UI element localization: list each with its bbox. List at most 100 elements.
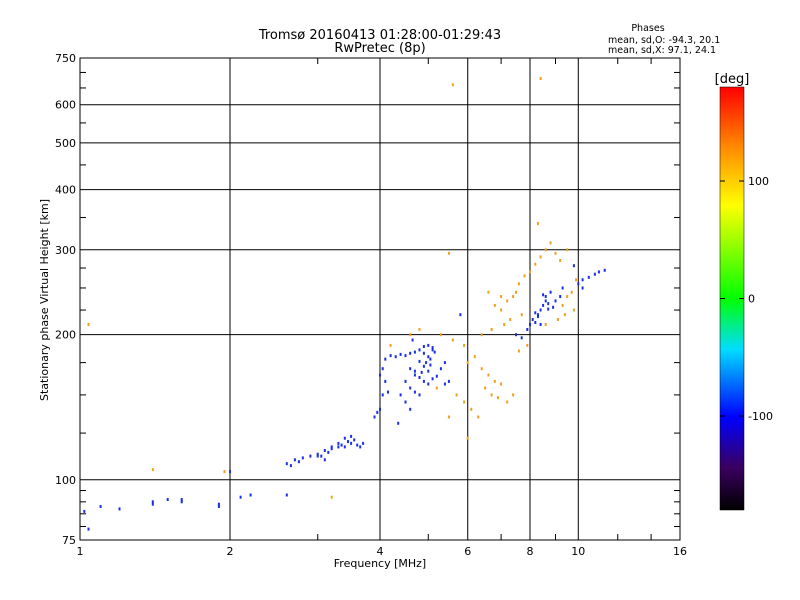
stats-line-o: mean, sd,O: -94.3, 20.1 bbox=[608, 35, 720, 46]
data-point-o bbox=[249, 493, 252, 497]
data-point-x bbox=[447, 251, 450, 255]
data-point-x bbox=[389, 343, 392, 347]
data-point-x bbox=[534, 262, 537, 266]
data-point-o bbox=[427, 382, 430, 386]
data-point-o bbox=[520, 336, 523, 340]
y-tick-label: 400 bbox=[55, 184, 76, 197]
data-point-x bbox=[529, 270, 531, 274]
x-tick-label: 10 bbox=[571, 545, 585, 558]
data-point-x bbox=[493, 379, 496, 383]
data-point-o bbox=[422, 364, 425, 368]
data-point-o bbox=[99, 505, 102, 508]
phase-stats: Phases mean, sd,O: -94.3, 20.1 mean, sd,… bbox=[608, 23, 720, 56]
data-point-o bbox=[327, 450, 330, 454]
data-point-o bbox=[379, 373, 381, 377]
data-point-o bbox=[542, 293, 545, 297]
data-point-o bbox=[459, 313, 462, 317]
stats-heading: Phases bbox=[631, 23, 664, 34]
data-point-x bbox=[447, 415, 450, 419]
data-point-o bbox=[593, 272, 596, 276]
data-point-x bbox=[330, 495, 333, 499]
data-point-x bbox=[466, 436, 469, 440]
data-point-x bbox=[151, 468, 154, 472]
data-point-o bbox=[603, 268, 606, 272]
data-point-o bbox=[539, 308, 542, 312]
data-point-o bbox=[180, 498, 183, 501]
data-point-x bbox=[515, 290, 517, 294]
data-point-o bbox=[350, 434, 353, 438]
data-point-x bbox=[539, 255, 542, 259]
data-point-o bbox=[552, 305, 555, 309]
data-point-o bbox=[379, 407, 381, 411]
data-point-x bbox=[500, 308, 503, 312]
data-point-x bbox=[500, 382, 503, 386]
data-point-o bbox=[534, 311, 537, 315]
data-point-o bbox=[542, 303, 545, 307]
data-point-o bbox=[343, 436, 346, 440]
data-point-o bbox=[309, 454, 312, 458]
data-point-x bbox=[509, 318, 512, 321]
chart-subtitle: RwPretec (8p) bbox=[334, 41, 425, 56]
data-point-x bbox=[517, 349, 520, 353]
data-point-o bbox=[422, 345, 425, 348]
data-point-x bbox=[418, 328, 421, 331]
data-point-x bbox=[506, 299, 509, 303]
x-tick-label: 1 bbox=[77, 545, 84, 558]
data-point-x bbox=[455, 393, 458, 397]
data-point-o bbox=[420, 370, 423, 374]
data-point-x bbox=[544, 323, 547, 326]
data-point-o bbox=[431, 348, 434, 352]
data-point-o bbox=[409, 351, 412, 355]
data-point-o bbox=[411, 338, 414, 342]
data-point-x bbox=[480, 333, 483, 337]
data-point-x bbox=[559, 259, 562, 262]
data-point-o bbox=[381, 393, 384, 397]
y-tick-label: 75 bbox=[62, 534, 76, 547]
data-point-o bbox=[316, 452, 319, 456]
data-point-o bbox=[435, 374, 438, 378]
data-point-o bbox=[289, 464, 292, 468]
data-point-x bbox=[537, 222, 539, 226]
y-tick-label: 300 bbox=[55, 244, 76, 257]
data-point-o bbox=[427, 343, 430, 347]
data-point-o bbox=[537, 315, 539, 319]
y-tick-label: 750 bbox=[55, 52, 76, 65]
data-point-o bbox=[394, 355, 397, 359]
data-point-o bbox=[297, 460, 300, 464]
data-point-o bbox=[330, 447, 333, 451]
stats-line-x: mean, sd,X: 97.1, 24.1 bbox=[608, 45, 716, 56]
data-point-o bbox=[404, 354, 407, 358]
data-point-o bbox=[217, 505, 220, 508]
data-point-o bbox=[301, 456, 304, 460]
data-point-o bbox=[409, 367, 412, 371]
data-point-o bbox=[217, 502, 220, 506]
data-point-x bbox=[526, 343, 529, 347]
data-point-o bbox=[293, 458, 296, 462]
data-point-o bbox=[422, 379, 425, 383]
data-point-x bbox=[490, 328, 493, 331]
data-point-x bbox=[556, 318, 559, 321]
data-point-o bbox=[323, 458, 326, 462]
x-axis-label: Frequency [MHz] bbox=[334, 557, 426, 570]
data-point-o bbox=[544, 295, 547, 298]
data-point-x bbox=[544, 248, 547, 252]
data-point-x bbox=[517, 282, 520, 286]
data-point-o bbox=[443, 382, 446, 386]
data-point-o bbox=[343, 445, 346, 449]
data-point-o bbox=[427, 369, 430, 373]
colorbar-tick-label: -100 bbox=[748, 410, 773, 423]
data-point-o bbox=[350, 441, 353, 445]
data-point-x bbox=[563, 313, 566, 317]
data-point-o bbox=[418, 348, 421, 352]
data-point-o bbox=[431, 346, 434, 350]
data-point-x bbox=[409, 333, 412, 337]
data-point-x bbox=[470, 407, 473, 411]
data-point-x bbox=[451, 338, 454, 342]
data-point-o bbox=[397, 421, 400, 425]
colorbar-tick-label: 0 bbox=[748, 293, 755, 306]
data-point-o bbox=[337, 441, 340, 445]
data-point-o bbox=[544, 299, 547, 303]
data-point-x bbox=[566, 248, 569, 252]
data-point-o bbox=[581, 286, 584, 290]
data-point-o bbox=[413, 350, 416, 354]
